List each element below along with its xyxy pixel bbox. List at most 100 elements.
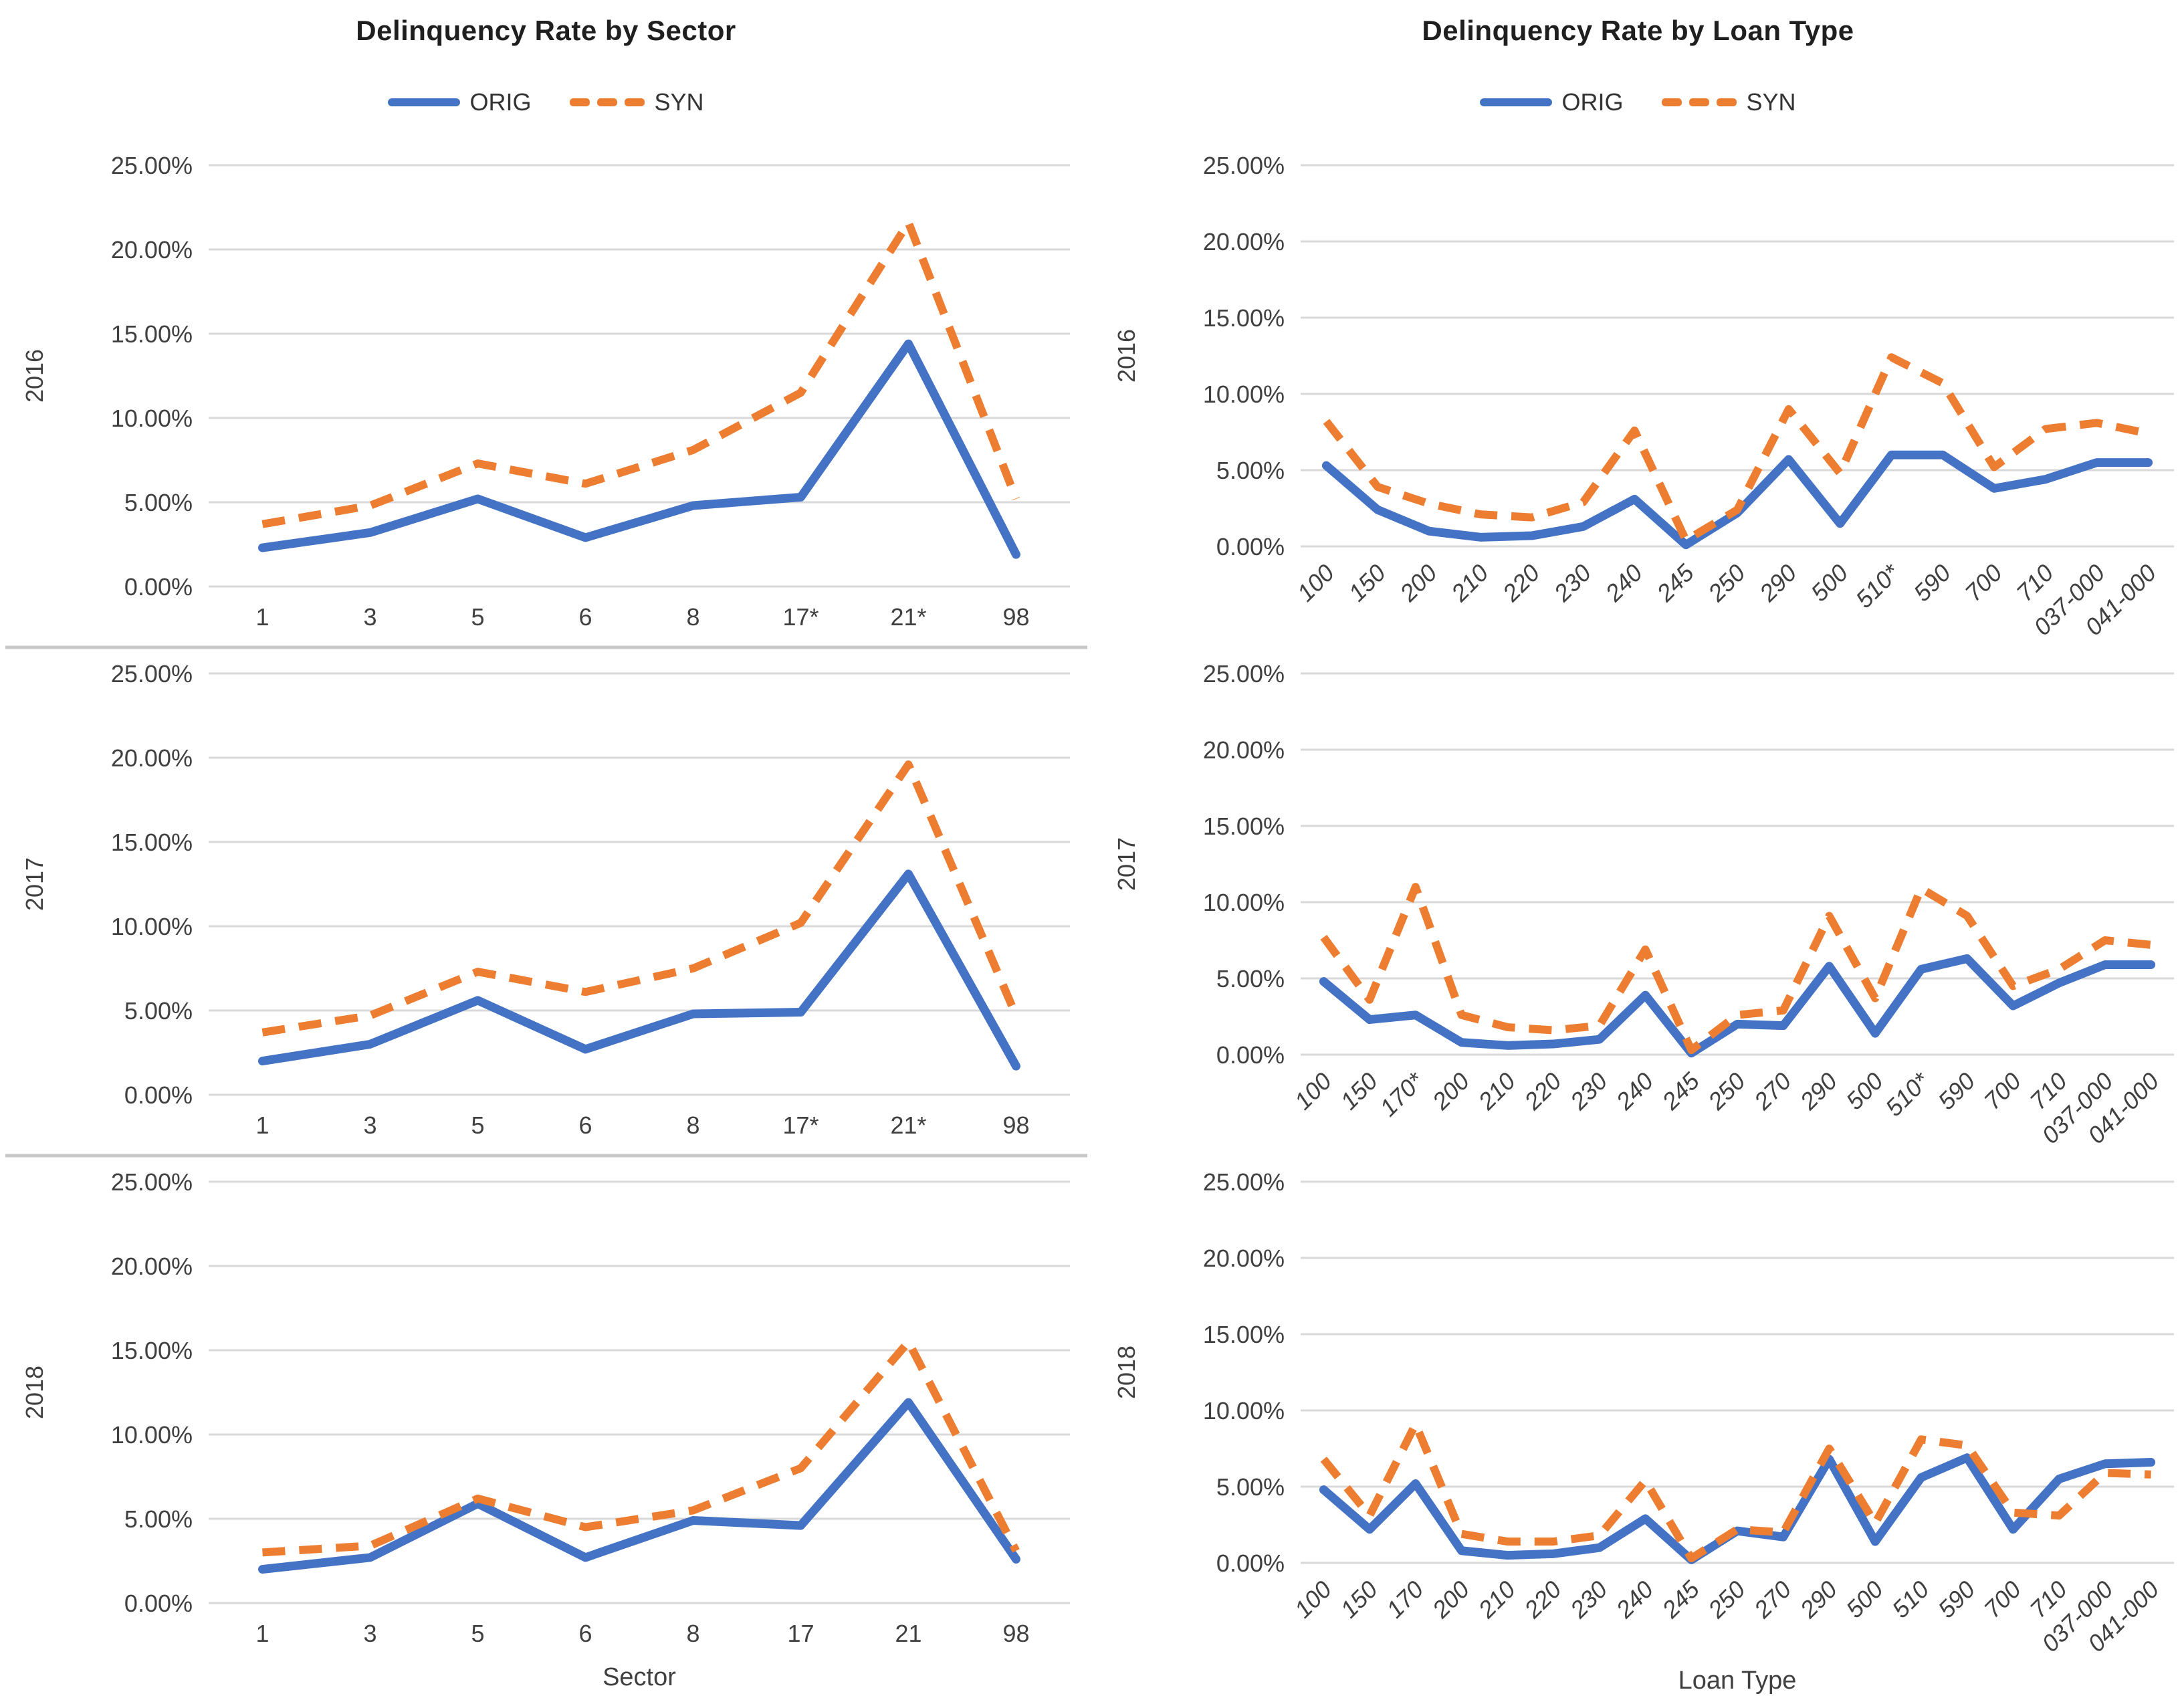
x-axis-tick-label: 700 xyxy=(1979,1576,2026,1623)
y-axis-tick-label: 15.00% xyxy=(1203,1321,1285,1348)
x-axis-tick-label: 17* xyxy=(782,603,818,631)
x-axis-tick-label: 200 xyxy=(1426,1576,1475,1624)
legend-item-orig: ORIG xyxy=(388,88,531,116)
x-axis-tick-label: 590 xyxy=(1908,559,1955,607)
page-title: Delinquency Rate by Sector xyxy=(356,15,736,46)
syn-dash-swatch-icon xyxy=(1662,98,1737,106)
y-axis-tick-label: 15.00% xyxy=(111,829,193,856)
y-axis-tick-label: 25.00% xyxy=(111,1168,193,1196)
x-axis-tick-label: 8 xyxy=(686,603,699,631)
orig-series-line xyxy=(258,339,1020,559)
y-axis-tick-label: 25.00% xyxy=(111,660,193,687)
page-title: Delinquency Rate by Loan Type xyxy=(1422,15,1854,46)
year-axis-label: 2018 xyxy=(1113,1346,1140,1399)
x-axis-tick-label: 170 xyxy=(1381,1576,1428,1623)
x-axis-tick-label: 250 xyxy=(1702,1576,1750,1624)
orig-series-line xyxy=(258,869,1020,1071)
x-axis-tick-label: 590 xyxy=(1933,1576,1980,1623)
sector-charts: 25.00% 20.00% 15.00% 10.00% 5.00% 0.00% 2016 1 3… xyxy=(0,137,1092,1700)
x-axis-tick-label: 240 xyxy=(1610,1576,1658,1624)
y-axis-tick-label: 0.00% xyxy=(1216,533,1285,560)
y-axis-tick-label: 25.00% xyxy=(1203,1168,1285,1196)
y-axis-tick-label: 5.00% xyxy=(124,1505,193,1533)
orig-line-swatch-icon xyxy=(1480,98,1553,106)
x-axis-tick-label: 21* xyxy=(890,1111,926,1139)
x-axis-tick-label: 98 xyxy=(1002,1111,1029,1139)
x-axis-tick-label: 6 xyxy=(578,603,592,631)
orig-series-line xyxy=(1319,954,2156,1058)
legend-item-syn: SYN xyxy=(570,88,704,116)
x-axis-tick-label: 17 xyxy=(787,1620,814,1647)
y-axis-tick-label: 10.00% xyxy=(1203,1397,1285,1424)
x-axis-tick-label: 3 xyxy=(363,1111,376,1139)
chart-loan-type-2017: 25.00% 20.00% 15.00% 10.00% 5.00% 0.00% 2017 10… xyxy=(1113,660,2174,1149)
y-axis-tick-label: 20.00% xyxy=(111,236,193,263)
x-axis-tick-label: 210 xyxy=(1472,1576,1521,1624)
syn-series-line xyxy=(262,1338,1020,1557)
x-axis-tick-label: 3 xyxy=(363,1620,376,1647)
y-axis-tick-label: 15.00% xyxy=(111,320,193,348)
x-axis-tick-label: 21 xyxy=(895,1620,921,1647)
chart-loan-type-2018: 25.00% 20.00% 15.00% 10.00% 5.00% 0.00% 2018 10… xyxy=(1113,1168,2174,1695)
x-axis-tick-label: 6 xyxy=(578,1620,592,1647)
y-axis-tick-label: 10.00% xyxy=(1203,381,1285,408)
x-axis-tick-label: 17* xyxy=(782,1111,818,1139)
y-axis-tick-label: 5.00% xyxy=(1216,457,1285,484)
x-axis-tick-label: 5 xyxy=(471,603,484,631)
legend: ORIG SYN xyxy=(0,67,1092,137)
x-axis-tick-label: 500 xyxy=(1806,559,1853,607)
y-axis-tick-label: 5.00% xyxy=(124,489,193,516)
x-axis-tick-label: 510* xyxy=(1850,558,1905,613)
syn-dash-swatch-icon xyxy=(570,98,645,106)
legend-label-orig: ORIG xyxy=(1561,88,1624,116)
x-axis-title: Loan Type xyxy=(1678,1667,1797,1695)
y-axis-tick-label: 10.00% xyxy=(1203,889,1285,916)
y-axis-tick-label: 20.00% xyxy=(1203,228,1285,255)
x-axis-title: Sector xyxy=(603,1663,676,1691)
x-axis-tick-label: 100 xyxy=(1289,1067,1337,1115)
x-axis-tick-label: 210 xyxy=(1472,1067,1521,1115)
y-axis-tick-label: 0.00% xyxy=(124,1081,193,1109)
x-axis-tick-label: 240 xyxy=(1600,559,1648,607)
x-axis-tick-label: 230 xyxy=(1564,1067,1612,1115)
y-axis-tick-label: 0.00% xyxy=(124,573,193,601)
x-axis-tick-label: 220 xyxy=(1519,1067,1567,1115)
x-axis-tick-label: 250 xyxy=(1702,559,1750,607)
x-axis-tick-label: 150 xyxy=(1335,1067,1382,1115)
syn-series-line xyxy=(261,760,1020,1037)
x-axis-tick-label: 250 xyxy=(1702,1067,1750,1115)
y-axis-tick-label: 0.00% xyxy=(1216,1550,1285,1577)
chart-loan-type-2016: 25.00% 20.00% 15.00% 10.00% 5.00% 0.00% 2016 10… xyxy=(1113,152,2174,641)
x-axis-tick-label: 245 xyxy=(1656,1575,1705,1624)
y-axis-tick-label: 10.00% xyxy=(111,1421,193,1449)
x-axis-tick-label: 200 xyxy=(1394,559,1442,607)
legend-label-syn: SYN xyxy=(654,88,704,116)
x-axis-tick-label: 245 xyxy=(1656,1067,1705,1115)
y-axis-tick-label: 25.00% xyxy=(111,152,193,179)
x-axis-tick-label: 290 xyxy=(1794,1067,1842,1115)
x-axis-tick-label: 3 xyxy=(363,603,376,631)
loan-type-charts: 25.00% 20.00% 15.00% 10.00% 5.00% 0.00% 2016 10… xyxy=(1092,137,2184,1700)
x-axis-tick-label: 170* xyxy=(1374,1067,1429,1122)
x-axis-tick-label: 240 xyxy=(1610,1067,1658,1115)
y-axis-tick-label: 5.00% xyxy=(124,997,193,1025)
orig-series-line xyxy=(1321,450,2153,550)
x-axis-tick-label: 290 xyxy=(1753,559,1801,607)
x-axis-tick-label: 1 xyxy=(255,1620,269,1647)
orig-series-line xyxy=(258,1398,1020,1574)
y-axis-tick-label: 15.00% xyxy=(1203,813,1285,840)
y-axis-tick-label: 10.00% xyxy=(111,913,193,940)
y-axis-tick-label: 0.00% xyxy=(1216,1041,1285,1069)
y-axis-tick-label: 20.00% xyxy=(111,744,193,772)
y-axis-tick-label: 15.00% xyxy=(111,1337,193,1364)
x-axis-tick-label: 98 xyxy=(1002,1620,1029,1647)
x-axis-tick-label: 220 xyxy=(1519,1576,1567,1624)
y-axis-tick-label: 0.00% xyxy=(124,1590,193,1617)
x-axis-tick-label: 290 xyxy=(1794,1576,1842,1624)
x-axis-tick-label: 100 xyxy=(1292,559,1339,607)
x-axis-tick-label: 510 xyxy=(1886,1576,1934,1623)
x-axis-tick-label: 270 xyxy=(1748,1067,1796,1115)
orig-line-swatch-icon xyxy=(388,98,461,106)
x-axis-tick-label: 150 xyxy=(1343,559,1390,607)
